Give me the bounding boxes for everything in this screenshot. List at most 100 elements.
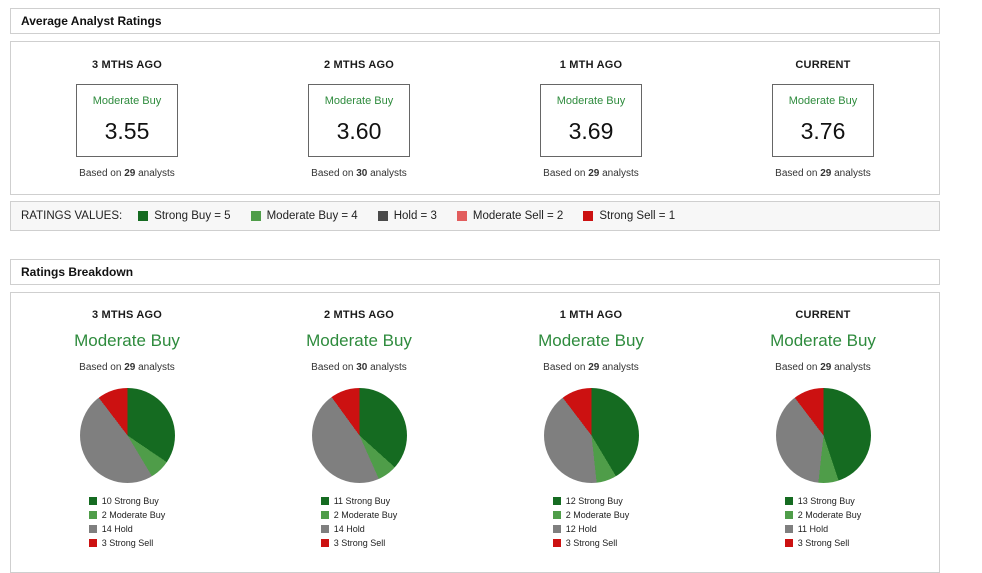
- rating-value-box: Moderate Buy 3.76: [772, 84, 874, 157]
- rating-color-swatch-icon: [456, 211, 467, 221]
- pie-legend-label: 11 Hold: [797, 524, 829, 534]
- rating-color-swatch-icon: [552, 525, 561, 533]
- average-rating-column: 2 MTHS AGO Moderate Buy 3.60 Based on 30…: [243, 59, 475, 179]
- analyst-count-note: Based on 30 analysts: [243, 168, 475, 179]
- rating-color-swatch-icon: [784, 497, 793, 505]
- pie-legend-row: 3 Strong Sell: [320, 538, 398, 548]
- pie-legend-row: 2 Moderate Buy: [784, 510, 862, 520]
- analyst-count-prefix: Based on: [79, 362, 125, 373]
- pie-legend-row: 3 Strong Sell: [552, 538, 630, 548]
- rating-color-swatch-icon: [552, 511, 561, 519]
- pie-legend: 13 Strong Buy 2 Moderate Buy 11 Hold 3 Stro…: [784, 496, 862, 552]
- ratings-values-legend-label: Moderate Sell = 2: [472, 210, 564, 222]
- period-label: 2 MTHS AGO: [323, 59, 395, 71]
- rating-color-swatch-icon: [320, 539, 329, 547]
- analyst-count-suffix: analysts: [599, 362, 639, 373]
- rating-color-swatch-icon: [552, 497, 561, 505]
- analyst-count: 30: [356, 362, 368, 373]
- analyst-count-suffix: analysts: [599, 168, 639, 179]
- analyst-count-suffix: analysts: [831, 168, 871, 179]
- average-rating-column: CURRENT Moderate Buy 3.76 Based on 29 an…: [707, 59, 939, 179]
- analyst-count-note: Based on 29 analysts: [707, 168, 939, 179]
- analyst-count-prefix: Based on: [79, 168, 125, 179]
- consensus-rating-label: Moderate Buy: [770, 331, 876, 350]
- ratings-values-legend-title: RATINGS VALUES:: [21, 210, 123, 222]
- pie-legend-label: 3 Strong Sell: [797, 538, 850, 548]
- period-label: 3 MTHS AGO: [91, 59, 163, 71]
- pie-legend-row: 14 Hold: [320, 524, 398, 534]
- pie-legend-row: 3 Strong Sell: [784, 538, 862, 548]
- analyst-count-note: Based on 29 analysts: [11, 168, 243, 179]
- pie-legend-label: 2 Moderate Buy: [797, 510, 862, 520]
- pie-legend-label: 14 Hold: [101, 524, 133, 534]
- rating-value-box: Moderate Buy 3.69: [540, 84, 642, 157]
- consensus-rating-label: Moderate Buy: [306, 331, 412, 350]
- pie-legend-row: 2 Moderate Buy: [88, 510, 166, 520]
- analyst-count-prefix: Based on: [775, 168, 821, 179]
- pie-legend: 11 Strong Buy 2 Moderate Buy 14 Hold 3 Stro…: [320, 496, 398, 552]
- analyst-ratings-page: Average Analyst Ratings 3 MTHS AGO Moder…: [10, 8, 940, 573]
- rating-color-swatch-icon: [138, 211, 149, 221]
- pie-legend-label: 14 Hold: [333, 524, 365, 534]
- average-rating-value: 3.60: [336, 118, 382, 144]
- analyst-count-prefix: Based on: [311, 168, 357, 179]
- pie-legend-row: 11 Strong Buy: [320, 496, 398, 506]
- ratings-values-legend: RATINGS VALUES: Strong Buy = 5 Moderate B…: [10, 201, 940, 231]
- analyst-count: 29: [124, 168, 136, 179]
- ratings-values-legend-item: Hold = 3: [377, 210, 437, 222]
- pie-legend-label: 2 Moderate Buy: [565, 510, 630, 520]
- pie-legend-row: 11 Hold: [784, 524, 862, 534]
- ratings-pie-chart: [79, 388, 175, 483]
- period-label: 3 MTHS AGO: [91, 309, 163, 321]
- analyst-count-note: Based on 29 analysts: [79, 362, 175, 373]
- rating-color-swatch-icon: [320, 497, 329, 505]
- pie-legend-label: 10 Strong Buy: [101, 496, 159, 506]
- rating-color-swatch-icon: [377, 211, 388, 221]
- average-rating-value: 3.76: [800, 118, 846, 144]
- pie-legend-label: 12 Hold: [565, 524, 597, 534]
- pie-legend-row: 2 Moderate Buy: [552, 510, 630, 520]
- analyst-count: 30: [356, 168, 368, 179]
- average-rating-column: 3 MTHS AGO Moderate Buy 3.55 Based on 29…: [11, 59, 243, 179]
- rating-color-swatch-icon: [88, 525, 97, 533]
- pie-legend-row: 12 Strong Buy: [552, 496, 630, 506]
- consensus-rating-label: Moderate Buy: [324, 95, 394, 107]
- pie-legend-label: 12 Strong Buy: [565, 496, 623, 506]
- consensus-rating-label: Moderate Buy: [556, 95, 626, 107]
- pie-legend-label: 2 Moderate Buy: [333, 510, 398, 520]
- analyst-count-prefix: Based on: [543, 362, 589, 373]
- analyst-count: 29: [588, 362, 600, 373]
- analyst-count-suffix: analysts: [135, 362, 175, 373]
- pie-legend-row: 13 Strong Buy: [784, 496, 862, 506]
- ratings-breakdown-section-title: Ratings Breakdown: [21, 265, 134, 279]
- rating-value-box: Moderate Buy 3.55: [76, 84, 178, 157]
- ratings-pie-chart: [311, 388, 407, 483]
- analyst-count-note: Based on 29 analysts: [543, 362, 639, 373]
- ratings-values-legend-label: Strong Buy = 5: [154, 210, 231, 222]
- analyst-count-note: Based on 29 analysts: [475, 168, 707, 179]
- analyst-count: 29: [588, 168, 600, 179]
- analyst-count-note: Based on 30 analysts: [311, 362, 407, 373]
- analyst-count: 29: [820, 362, 832, 373]
- period-label: 1 MTH AGO: [559, 309, 623, 321]
- ratings-breakdown-section-header: Ratings Breakdown: [10, 259, 940, 285]
- ratings-values-legend-label: Moderate Buy = 4: [266, 210, 358, 222]
- period-label: 2 MTHS AGO: [323, 309, 395, 321]
- ratings-values-legend-item: Moderate Buy = 4: [250, 210, 358, 222]
- average-ratings-section-header: Average Analyst Ratings: [10, 8, 940, 34]
- rating-color-swatch-icon: [583, 211, 594, 221]
- rating-color-swatch-icon: [784, 525, 793, 533]
- analyst-count-suffix: analysts: [367, 362, 407, 373]
- pie-legend-row: 12 Hold: [552, 524, 630, 534]
- analyst-count: 29: [124, 362, 136, 373]
- rating-value-box: Moderate Buy 3.60: [308, 84, 410, 157]
- analyst-count-prefix: Based on: [543, 168, 589, 179]
- analyst-count-suffix: analysts: [831, 362, 871, 373]
- ratings-breakdown-column: 2 MTHS AGO Moderate Buy Based on 30 anal…: [243, 309, 475, 552]
- rating-color-swatch-icon: [320, 525, 329, 533]
- ratings-breakdown-panel: 3 MTHS AGO Moderate Buy Based on 29 anal…: [10, 292, 940, 573]
- pie-legend-row: 2 Moderate Buy: [320, 510, 398, 520]
- pie-legend-label: 2 Moderate Buy: [101, 510, 166, 520]
- average-rating-column: 1 MTH AGO Moderate Buy 3.69 Based on 29 …: [475, 59, 707, 179]
- analyst-count-prefix: Based on: [775, 362, 821, 373]
